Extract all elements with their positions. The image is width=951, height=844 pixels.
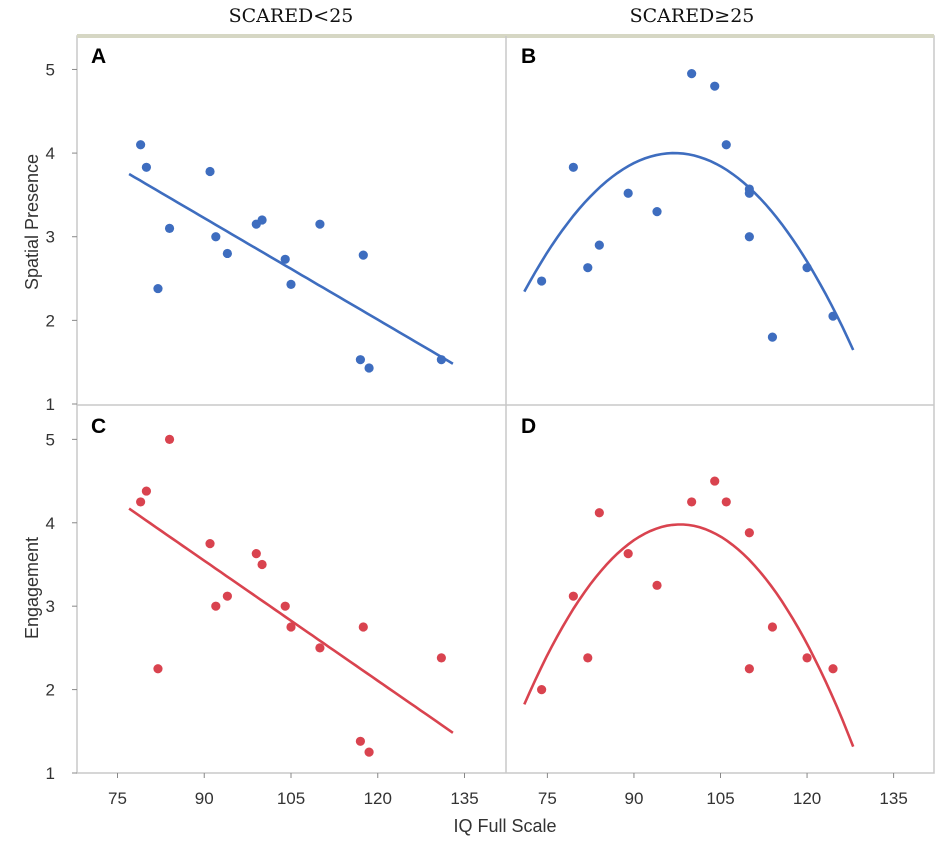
data-point xyxy=(828,311,838,321)
x-tick-label: 105 xyxy=(277,789,305,808)
column-title-left: SCARED<25 xyxy=(229,5,354,27)
data-point xyxy=(355,736,366,746)
x-tick-label: 90 xyxy=(624,789,643,808)
data-point xyxy=(257,215,267,225)
data-point xyxy=(652,207,662,217)
data-point xyxy=(687,497,697,507)
data-point xyxy=(364,747,374,757)
data-point xyxy=(623,188,633,198)
data-point xyxy=(744,528,754,538)
data-point xyxy=(537,276,547,286)
panel-letter-b: B xyxy=(521,45,536,68)
fit-line-a xyxy=(128,172,454,365)
data-point xyxy=(767,332,778,342)
data-point xyxy=(594,240,604,250)
fit-line-d xyxy=(523,523,855,748)
y-tick-label: 2 xyxy=(46,311,55,330)
data-point xyxy=(280,254,290,264)
panel-c: C 1 2 3 4 5 75 90 105 120 135 xyxy=(46,415,479,808)
data-point xyxy=(211,601,221,611)
data-point xyxy=(315,643,325,653)
panel-b: B xyxy=(521,45,855,351)
data-point xyxy=(286,622,296,632)
data-point xyxy=(364,363,374,373)
y-tick-label: 3 xyxy=(46,597,55,616)
y-tick-label: 4 xyxy=(46,514,55,533)
data-point xyxy=(164,434,175,444)
panel-letter-c: C xyxy=(91,415,106,438)
data-point xyxy=(136,140,146,150)
data-point xyxy=(251,549,261,559)
data-point xyxy=(721,140,731,150)
data-point xyxy=(802,263,812,273)
data-point xyxy=(436,355,446,365)
data-point xyxy=(355,355,366,365)
data-point xyxy=(583,653,593,663)
x-tick-label: 75 xyxy=(108,789,127,808)
y-axis-label-bottom: Engagement xyxy=(22,537,42,639)
data-point xyxy=(205,539,215,549)
fit-line-b xyxy=(523,151,855,351)
data-point xyxy=(436,653,446,663)
y-tick-label: 1 xyxy=(46,395,55,414)
x-tick-label: 90 xyxy=(195,789,214,808)
data-point xyxy=(153,283,163,294)
x-tick-label: 120 xyxy=(364,789,392,808)
y-axis-label-top: Spatial Presence xyxy=(22,154,42,290)
data-point xyxy=(568,162,578,172)
x-tick-label: 75 xyxy=(538,789,557,808)
data-point xyxy=(222,248,232,259)
panel-d: D 75 90 105 120 135 xyxy=(521,415,908,808)
data-point xyxy=(710,81,720,91)
data-point xyxy=(164,223,175,233)
data-point xyxy=(744,188,754,198)
panels-layer: A 1 2 3 4 5 B C 1 2 3 4 5 75 90 105 120 135 D 75 90 105 120 135 xyxy=(46,34,935,808)
data-point xyxy=(767,622,778,632)
data-point xyxy=(136,497,146,507)
data-point xyxy=(744,664,754,674)
x-tick-label: 120 xyxy=(793,789,821,808)
data-point xyxy=(205,166,215,177)
y-tick-label: 5 xyxy=(46,430,55,449)
x-tick-label: 105 xyxy=(706,789,734,808)
data-point xyxy=(652,580,662,590)
y-tick-label: 5 xyxy=(46,60,55,79)
x-tick-label: 135 xyxy=(879,789,907,808)
x-axis-label: IQ Full Scale xyxy=(453,816,556,836)
data-point xyxy=(568,591,578,601)
column-title-right: SCARED≥25 xyxy=(630,5,755,27)
y-tick-label: 4 xyxy=(46,144,55,163)
panel-letter-a: A xyxy=(91,45,106,68)
data-point xyxy=(141,162,152,172)
data-point xyxy=(828,664,838,674)
panel-a: A 1 2 3 4 5 xyxy=(46,45,454,414)
data-point xyxy=(141,486,152,496)
data-point xyxy=(583,263,593,273)
data-point xyxy=(257,559,267,570)
y-tick-label: 3 xyxy=(46,228,55,247)
y-tick-label: 1 xyxy=(46,764,55,783)
y-tick-label: 2 xyxy=(46,681,55,700)
data-point xyxy=(802,653,812,663)
x-tick-label: 135 xyxy=(450,789,478,808)
data-point xyxy=(222,591,232,601)
data-point xyxy=(315,219,325,229)
data-point xyxy=(710,476,720,486)
data-point xyxy=(211,232,221,242)
data-point xyxy=(286,279,296,289)
panel-letter-d: D xyxy=(521,415,536,438)
data-point xyxy=(594,508,604,518)
data-point xyxy=(358,622,368,632)
data-point xyxy=(744,232,754,242)
data-point xyxy=(623,549,633,559)
data-point xyxy=(280,601,290,611)
data-point xyxy=(687,69,697,79)
fit-line-c xyxy=(128,507,454,734)
data-point xyxy=(537,684,547,695)
data-point xyxy=(721,497,731,507)
data-point xyxy=(358,250,368,260)
data-point xyxy=(153,664,163,674)
